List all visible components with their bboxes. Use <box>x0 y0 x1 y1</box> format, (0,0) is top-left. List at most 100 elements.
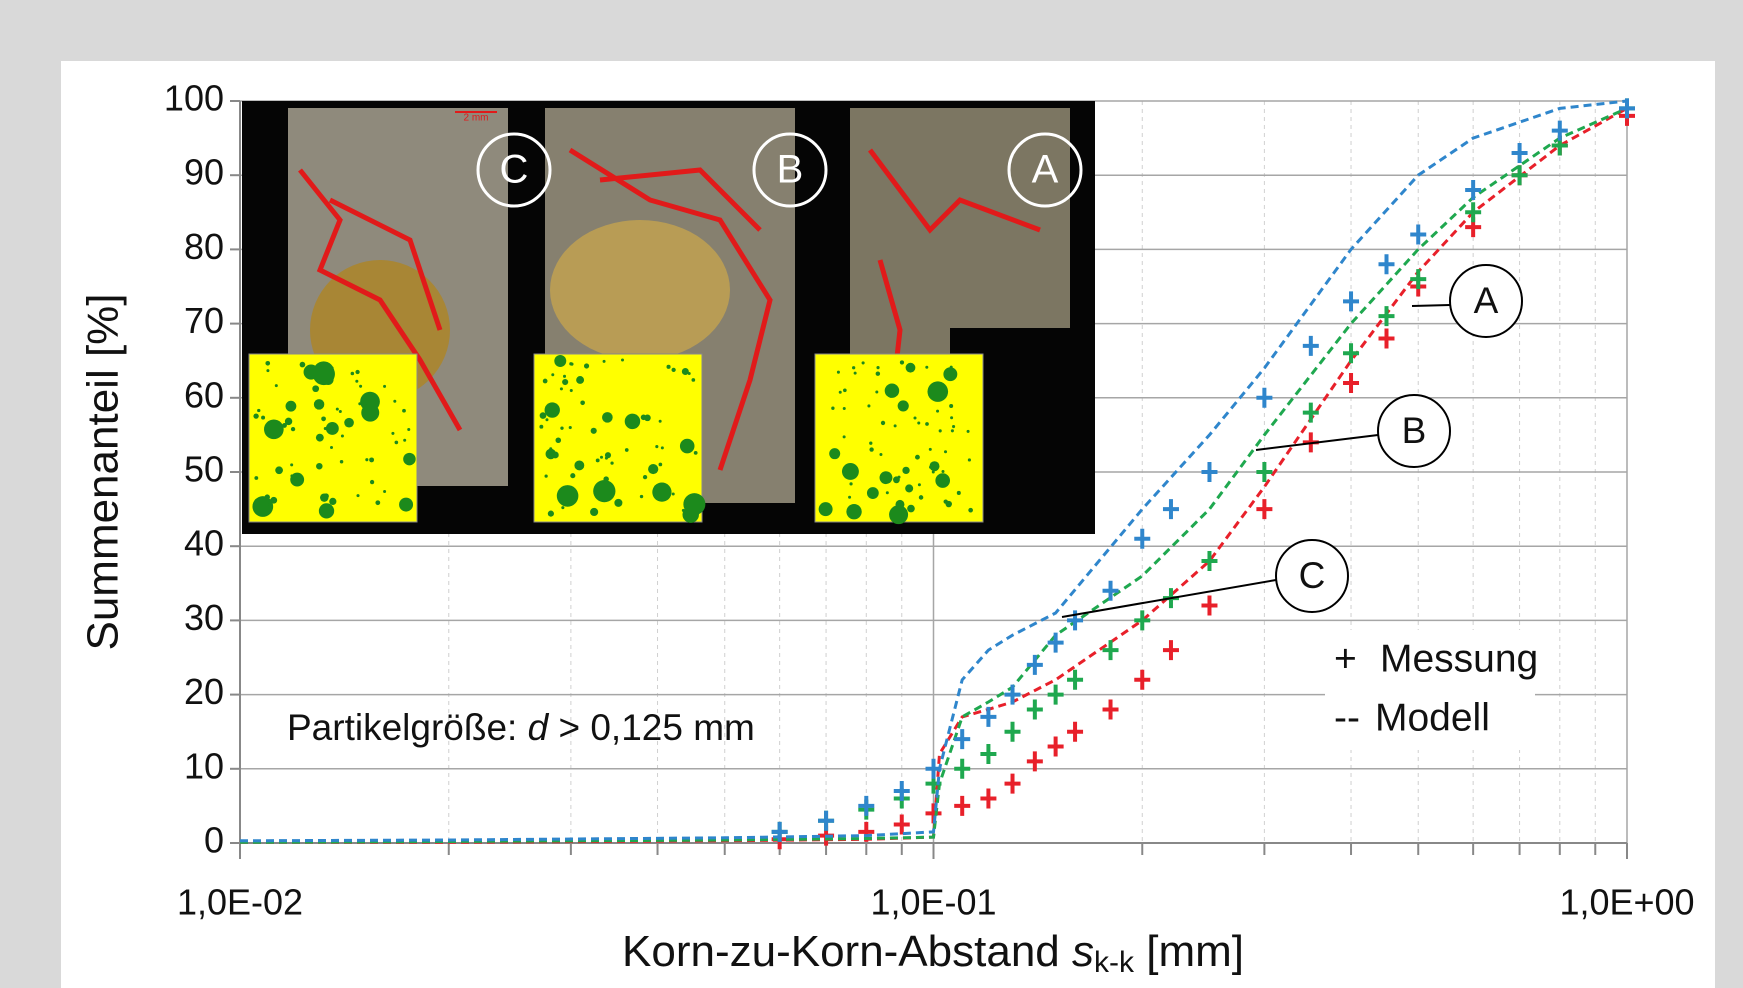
particle <box>313 361 334 382</box>
particle <box>395 441 399 445</box>
particle <box>370 480 374 484</box>
particle <box>944 450 947 453</box>
particle <box>569 362 572 365</box>
particle <box>320 493 328 501</box>
y-tick-label: 0 <box>204 820 224 861</box>
particle <box>257 409 260 412</box>
particle <box>600 456 603 459</box>
particle <box>314 399 324 409</box>
particle <box>849 482 852 485</box>
particle <box>312 385 319 392</box>
particle <box>680 439 695 454</box>
particle <box>659 420 662 423</box>
particle <box>919 495 924 500</box>
particle <box>929 466 932 469</box>
particle <box>543 379 548 384</box>
particle <box>316 463 323 470</box>
particle <box>365 458 368 461</box>
particle <box>938 395 942 399</box>
particle <box>300 362 306 368</box>
particle <box>261 416 265 420</box>
particle <box>957 491 961 495</box>
legend: + Messung -- Modell <box>1325 630 1538 750</box>
particle <box>375 500 380 505</box>
particle <box>925 422 929 426</box>
particle <box>941 470 944 473</box>
particle <box>876 371 880 375</box>
particle <box>408 461 411 464</box>
particle <box>951 429 954 432</box>
particle <box>539 425 543 429</box>
particle <box>640 495 643 498</box>
particle <box>548 511 554 517</box>
particle <box>355 370 359 374</box>
particle <box>254 476 258 480</box>
particle <box>683 506 699 522</box>
particle <box>852 366 855 369</box>
particle <box>655 445 658 448</box>
particle <box>393 400 396 403</box>
particle <box>936 410 939 413</box>
particle <box>321 416 326 421</box>
photo-label: B <box>777 148 804 192</box>
particle <box>927 381 948 402</box>
y-tick-label: 70 <box>184 300 224 341</box>
particle <box>554 355 566 367</box>
particle <box>887 388 890 391</box>
particle <box>580 400 585 405</box>
particle <box>848 496 851 499</box>
particle <box>880 471 893 484</box>
particle <box>551 373 554 376</box>
particle <box>829 448 840 459</box>
particle <box>929 448 932 451</box>
particle <box>869 442 872 445</box>
particle <box>625 448 629 452</box>
particle <box>407 428 410 431</box>
particle <box>324 427 327 430</box>
particle <box>270 433 274 437</box>
particle <box>819 502 833 516</box>
particle <box>326 422 339 435</box>
particle <box>264 419 284 439</box>
particle <box>562 379 568 385</box>
particle <box>340 460 343 463</box>
particle <box>359 385 362 388</box>
y-tick-label: 60 <box>184 374 224 415</box>
particle <box>949 404 953 408</box>
x-tick-label: 1,0E+00 <box>1559 882 1694 923</box>
particle <box>661 446 664 449</box>
particle <box>913 416 916 419</box>
particle <box>907 505 915 513</box>
particle <box>898 476 901 479</box>
particle <box>843 435 846 438</box>
particle <box>275 384 278 387</box>
particle <box>356 494 359 497</box>
particle <box>545 475 548 478</box>
particle <box>549 447 552 450</box>
sample-b-core <box>550 220 730 360</box>
particle <box>403 439 406 442</box>
x-title-part: s <box>1072 927 1094 976</box>
particle <box>906 363 916 373</box>
callout-leader <box>1412 305 1450 306</box>
particle <box>570 473 575 478</box>
particle <box>967 430 970 433</box>
particle <box>590 508 598 516</box>
particle <box>900 360 904 364</box>
particle <box>383 490 386 493</box>
particle <box>885 383 899 397</box>
particle <box>939 429 942 432</box>
y-tick-label: 80 <box>184 226 224 267</box>
particle <box>319 503 334 518</box>
x-axis-title: Korn-zu-Korn-Abstand sk-k [mm] <box>622 927 1244 979</box>
particle <box>917 422 920 425</box>
particle <box>399 498 413 512</box>
annotation-part: > 0,125 mm <box>548 707 755 748</box>
particle <box>842 463 859 480</box>
particle <box>402 409 406 413</box>
particle <box>330 446 333 449</box>
particle <box>561 506 564 509</box>
particle <box>344 418 354 428</box>
x-tick-label: 1,0E-02 <box>177 882 303 923</box>
